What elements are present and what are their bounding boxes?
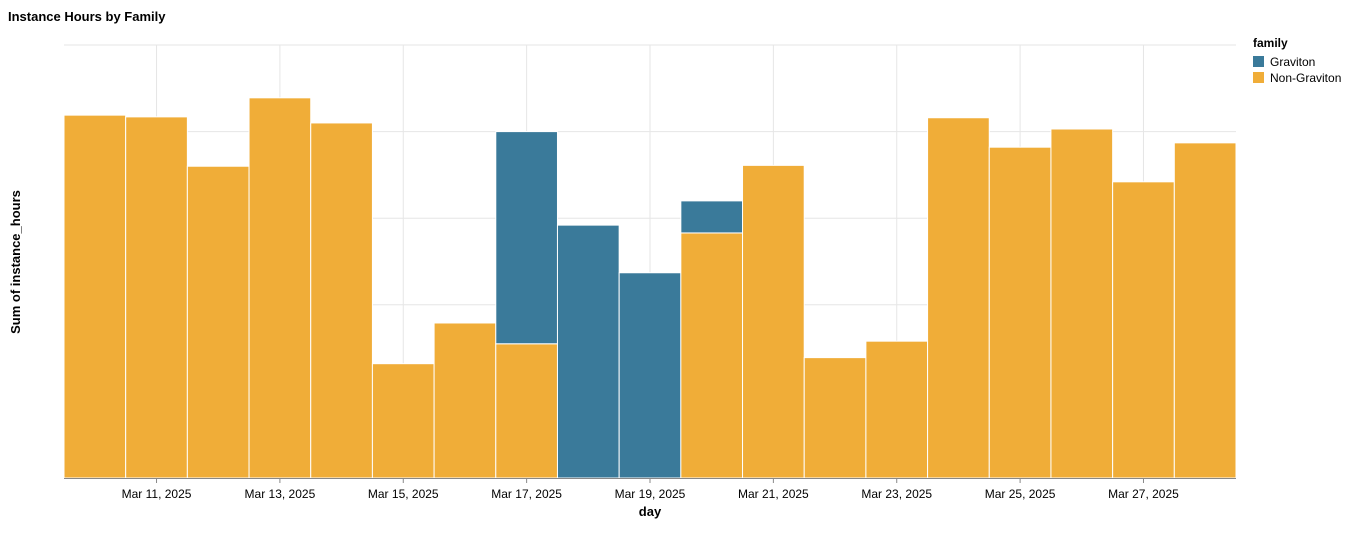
- legend-title: family: [1253, 36, 1288, 50]
- bar-non-graviton-5: [310, 122, 373, 479]
- x-tick-label: Mar 15, 2025: [368, 487, 439, 501]
- legend-swatch-non-graviton: [1253, 72, 1264, 83]
- x-tick-label: Mar 11, 2025: [122, 487, 192, 501]
- bar-non-graviton-14: [865, 340, 929, 479]
- legend-label: Graviton: [1270, 55, 1315, 69]
- bar-non-graviton-11: [680, 232, 744, 479]
- chart-title: Instance Hours by Family: [8, 9, 166, 24]
- legend: family Graviton Non-Graviton: [1253, 36, 1341, 85]
- bar-non-graviton-6: [371, 363, 435, 479]
- bar-non-graviton-13: [803, 357, 867, 479]
- x-tick-label: Mar 17, 2025: [491, 487, 562, 501]
- y-axis-label: Sum of instance_hours: [8, 190, 23, 334]
- bar-non-graviton-17: [1050, 128, 1114, 479]
- x-tick-label: Mar 13, 2025: [245, 487, 316, 501]
- legend-swatch-graviton: [1253, 56, 1264, 67]
- bar-non-graviton-3: [186, 165, 250, 479]
- bars: [63, 97, 1237, 479]
- bar-non-graviton-15: [927, 117, 990, 479]
- bar-non-graviton-18: [1112, 181, 1175, 479]
- x-tick-label: Mar 19, 2025: [615, 487, 686, 501]
- legend-label: Non-Graviton: [1270, 71, 1341, 85]
- bar-non-graviton-7: [433, 322, 497, 479]
- bar-graviton-10: [618, 272, 682, 479]
- x-tick-label: Mar 27, 2025: [1108, 487, 1179, 501]
- x-tick-label: Mar 25, 2025: [985, 487, 1056, 501]
- bar-graviton-11: [680, 200, 744, 234]
- bar-non-graviton-4: [248, 97, 312, 479]
- bar-graviton-9: [556, 224, 620, 479]
- bar-non-graviton-2: [125, 116, 188, 479]
- bar-non-graviton-12: [742, 164, 805, 479]
- bar-non-graviton-19: [1173, 142, 1237, 479]
- x-tick-label: Mar 21, 2025: [738, 487, 809, 501]
- x-axis-label: day: [639, 504, 662, 519]
- bar-non-graviton-16: [988, 146, 1052, 479]
- bar-non-graviton-8: [495, 343, 558, 479]
- bar-graviton-8: [495, 131, 558, 345]
- x-axis-ticks: Mar 11, 2025 Mar 13, 2025 Mar 15, 2025 Mar …: [122, 478, 1179, 501]
- x-tick-label: Mar 23, 2025: [861, 487, 932, 501]
- bar-non-graviton-1: [63, 114, 127, 479]
